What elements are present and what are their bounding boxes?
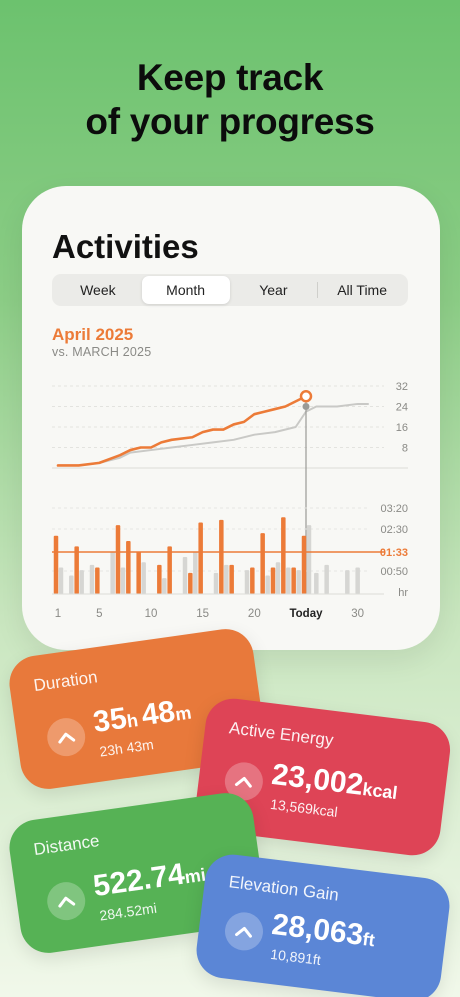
current-bar [260,533,265,594]
elevation-gain-previous: 10,891ft [269,945,322,968]
y-tick-label: 32 [396,381,408,393]
current-bar [115,525,121,594]
previous-bar [355,567,360,594]
previous-bar [89,564,95,594]
previous-bar [110,551,115,594]
previous-bar [182,556,188,594]
segment-month[interactable]: Month [141,276,230,304]
previous-bar [120,567,126,594]
distance-tile[interactable]: Distance 522.74mi 284.52mi [5,789,269,957]
chevron-up-icon [222,910,266,953]
x-tick-label: 1 [55,608,61,620]
current-bar [270,567,276,594]
today-current-dot [299,390,313,403]
current-bar [250,567,255,594]
distance-previous: 284.52mi [98,899,158,924]
period-label: April 2025 [52,325,134,344]
y-tick-label: 16 [396,422,408,434]
current-bar [301,535,307,594]
active-energy-tile[interactable]: Active Energy 23,002kcal 13,569kcal [192,695,454,859]
current-bar [136,551,141,594]
previous-bar [141,562,146,594]
current-bar [74,546,79,594]
current-bar [229,564,234,594]
duration-tile[interactable]: Duration 35h 48m 23h 43m [5,625,269,793]
y-tick-label: 24 [396,402,408,414]
distance-value: 522.74mi [91,857,208,904]
compare-label: vs. MARCH 2025 [52,345,152,359]
previous-bar [286,567,291,594]
chevron-up-icon [222,760,266,803]
chevron-up-icon [44,879,88,923]
previous-bar [213,572,219,594]
y-tick-label: 8 [402,443,408,455]
segment-divider [317,282,319,298]
x-tick-label: 10 [145,608,158,620]
previous-bar [58,567,64,594]
current-bar [219,519,224,594]
segment-year[interactable]: Year [259,282,288,298]
current-bar [53,535,59,594]
duration-previous: 23h 43m [98,736,155,760]
y-tick-label: 00:50 [380,566,408,578]
card-title: Activities [52,228,199,265]
previous-bar [324,564,329,594]
y-tick-label: 01:33 [380,547,408,559]
current-bar [198,522,203,594]
previous-bar [314,572,319,594]
previous-bar [296,570,301,594]
x-tick-label: 20 [248,608,261,620]
previous-bar [345,570,350,594]
elevation-gain-tile[interactable]: Elevation Gain 28,063ft 10,891ft [193,851,453,997]
previous-bar [193,551,198,594]
current-bar [281,517,286,594]
elevation-gain-label: Elevation Gain [227,872,340,905]
headline: Keep track of your progress [0,56,460,144]
previous-bar [162,578,167,594]
x-tick-label: 15 [196,608,209,620]
current-bar [157,564,162,594]
previous-bar [79,570,84,594]
previous-bar [224,564,229,594]
current-bar [291,567,296,594]
current-bar [126,541,131,594]
segment-week[interactable]: Week [80,282,116,298]
x-tick-label: Today [289,608,323,620]
x-tick-label: 30 [351,608,364,620]
current-bar [167,546,172,594]
y-tick-label: 03:20 [380,503,408,515]
previous-bar [306,525,312,594]
active-energy-previous: 13,569kcal [269,795,339,820]
current-month-line [56,394,308,467]
headline-line-2: of your progress [85,101,375,142]
period-segmented-control: Week Month Year All Time [52,274,408,306]
x-tick-label: 5 [96,608,102,620]
distance-label: Distance [32,831,101,860]
segment-all-time[interactable]: All Time [337,282,388,298]
active-energy-label: Active Energy [228,718,335,750]
today-previous-dot [302,403,310,410]
previous-month-line [57,402,369,467]
previous-bar [265,575,270,594]
y-tick-label: 02:30 [380,524,408,536]
previous-bar [244,570,250,594]
previous-bar [69,575,74,594]
y-tick-label: hr [398,587,408,599]
current-bar [95,567,100,594]
previous-bar [275,562,281,594]
duration-value: 35h 48m [91,694,193,740]
duration-label: Duration [32,667,99,696]
current-bar [188,572,193,594]
headline-line-1: Keep track [136,57,324,98]
chevron-up-icon [44,715,88,759]
